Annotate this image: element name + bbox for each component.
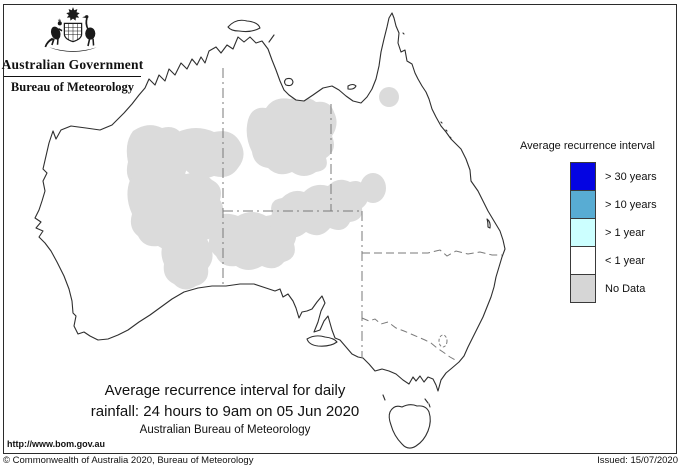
border-act bbox=[438, 334, 448, 348]
kangaroo-island bbox=[306, 335, 338, 347]
legend-label: > 1 year bbox=[605, 226, 646, 239]
legend-swatch-gt10 bbox=[570, 190, 596, 219]
legend-row: < 1 year bbox=[570, 246, 657, 275]
mornington-island bbox=[347, 83, 357, 90]
caption-line-3: Australian Bureau of Meteorology bbox=[139, 424, 311, 436]
bom-url: http://www.bom.gov.au bbox=[7, 439, 105, 449]
coat-of-arms-icon bbox=[44, 7, 97, 52]
government-title: Australian Government bbox=[1, 57, 144, 72]
australia-map bbox=[34, 12, 506, 449]
coastline bbox=[34, 12, 506, 449]
copyright-text: © Commonwealth of Australia 2020, Bureau… bbox=[3, 455, 254, 466]
legend-row: > 30 years bbox=[570, 162, 657, 191]
border-qld-nsw bbox=[362, 249, 502, 257]
legend-row: > 1 year bbox=[570, 218, 657, 247]
map-frame bbox=[3, 4, 677, 454]
legend-label: > 30 years bbox=[605, 170, 657, 183]
legend-label: No Data bbox=[605, 282, 646, 295]
agency-header: Australian Government Bureau of Meteorol… bbox=[0, 6, 145, 95]
border-nsw-vic bbox=[361, 317, 458, 362]
map-caption: Average recurrence interval for daily ra… bbox=[40, 383, 410, 437]
legend-swatch-nodata bbox=[570, 274, 596, 303]
bass-strait-islands bbox=[382, 394, 431, 408]
coastal-islets bbox=[268, 32, 452, 139]
legend-label: < 1 year bbox=[605, 254, 646, 267]
header-divider bbox=[4, 76, 141, 77]
legend-swatch-gt1 bbox=[570, 218, 596, 247]
caption-line-2: rainfall: 24 hours to 9am on 05 Jun 2020 bbox=[90, 403, 360, 420]
legend-row: > 10 years bbox=[570, 190, 657, 219]
legend-swatch-gt30 bbox=[570, 162, 596, 191]
fraser-island bbox=[486, 218, 491, 229]
legend: > 30 years > 10 years > 1 year < 1 year … bbox=[570, 162, 657, 303]
legend-title: Average recurrence interval bbox=[520, 140, 655, 152]
caption-line-1: Average recurrence interval for daily bbox=[104, 382, 346, 399]
groote-eylandt bbox=[283, 77, 294, 87]
legend-label: > 10 years bbox=[605, 198, 657, 211]
tasmania bbox=[388, 404, 431, 449]
state-borders bbox=[222, 68, 502, 362]
bureau-title: Bureau of Meteorology bbox=[10, 80, 135, 94]
legend-row: No Data bbox=[570, 274, 657, 303]
issued-date: Issued: 15/07/2020 bbox=[597, 455, 678, 466]
legend-swatch-lt1 bbox=[570, 246, 596, 275]
no-data-regions bbox=[126, 87, 399, 290]
melville-island bbox=[227, 19, 261, 33]
